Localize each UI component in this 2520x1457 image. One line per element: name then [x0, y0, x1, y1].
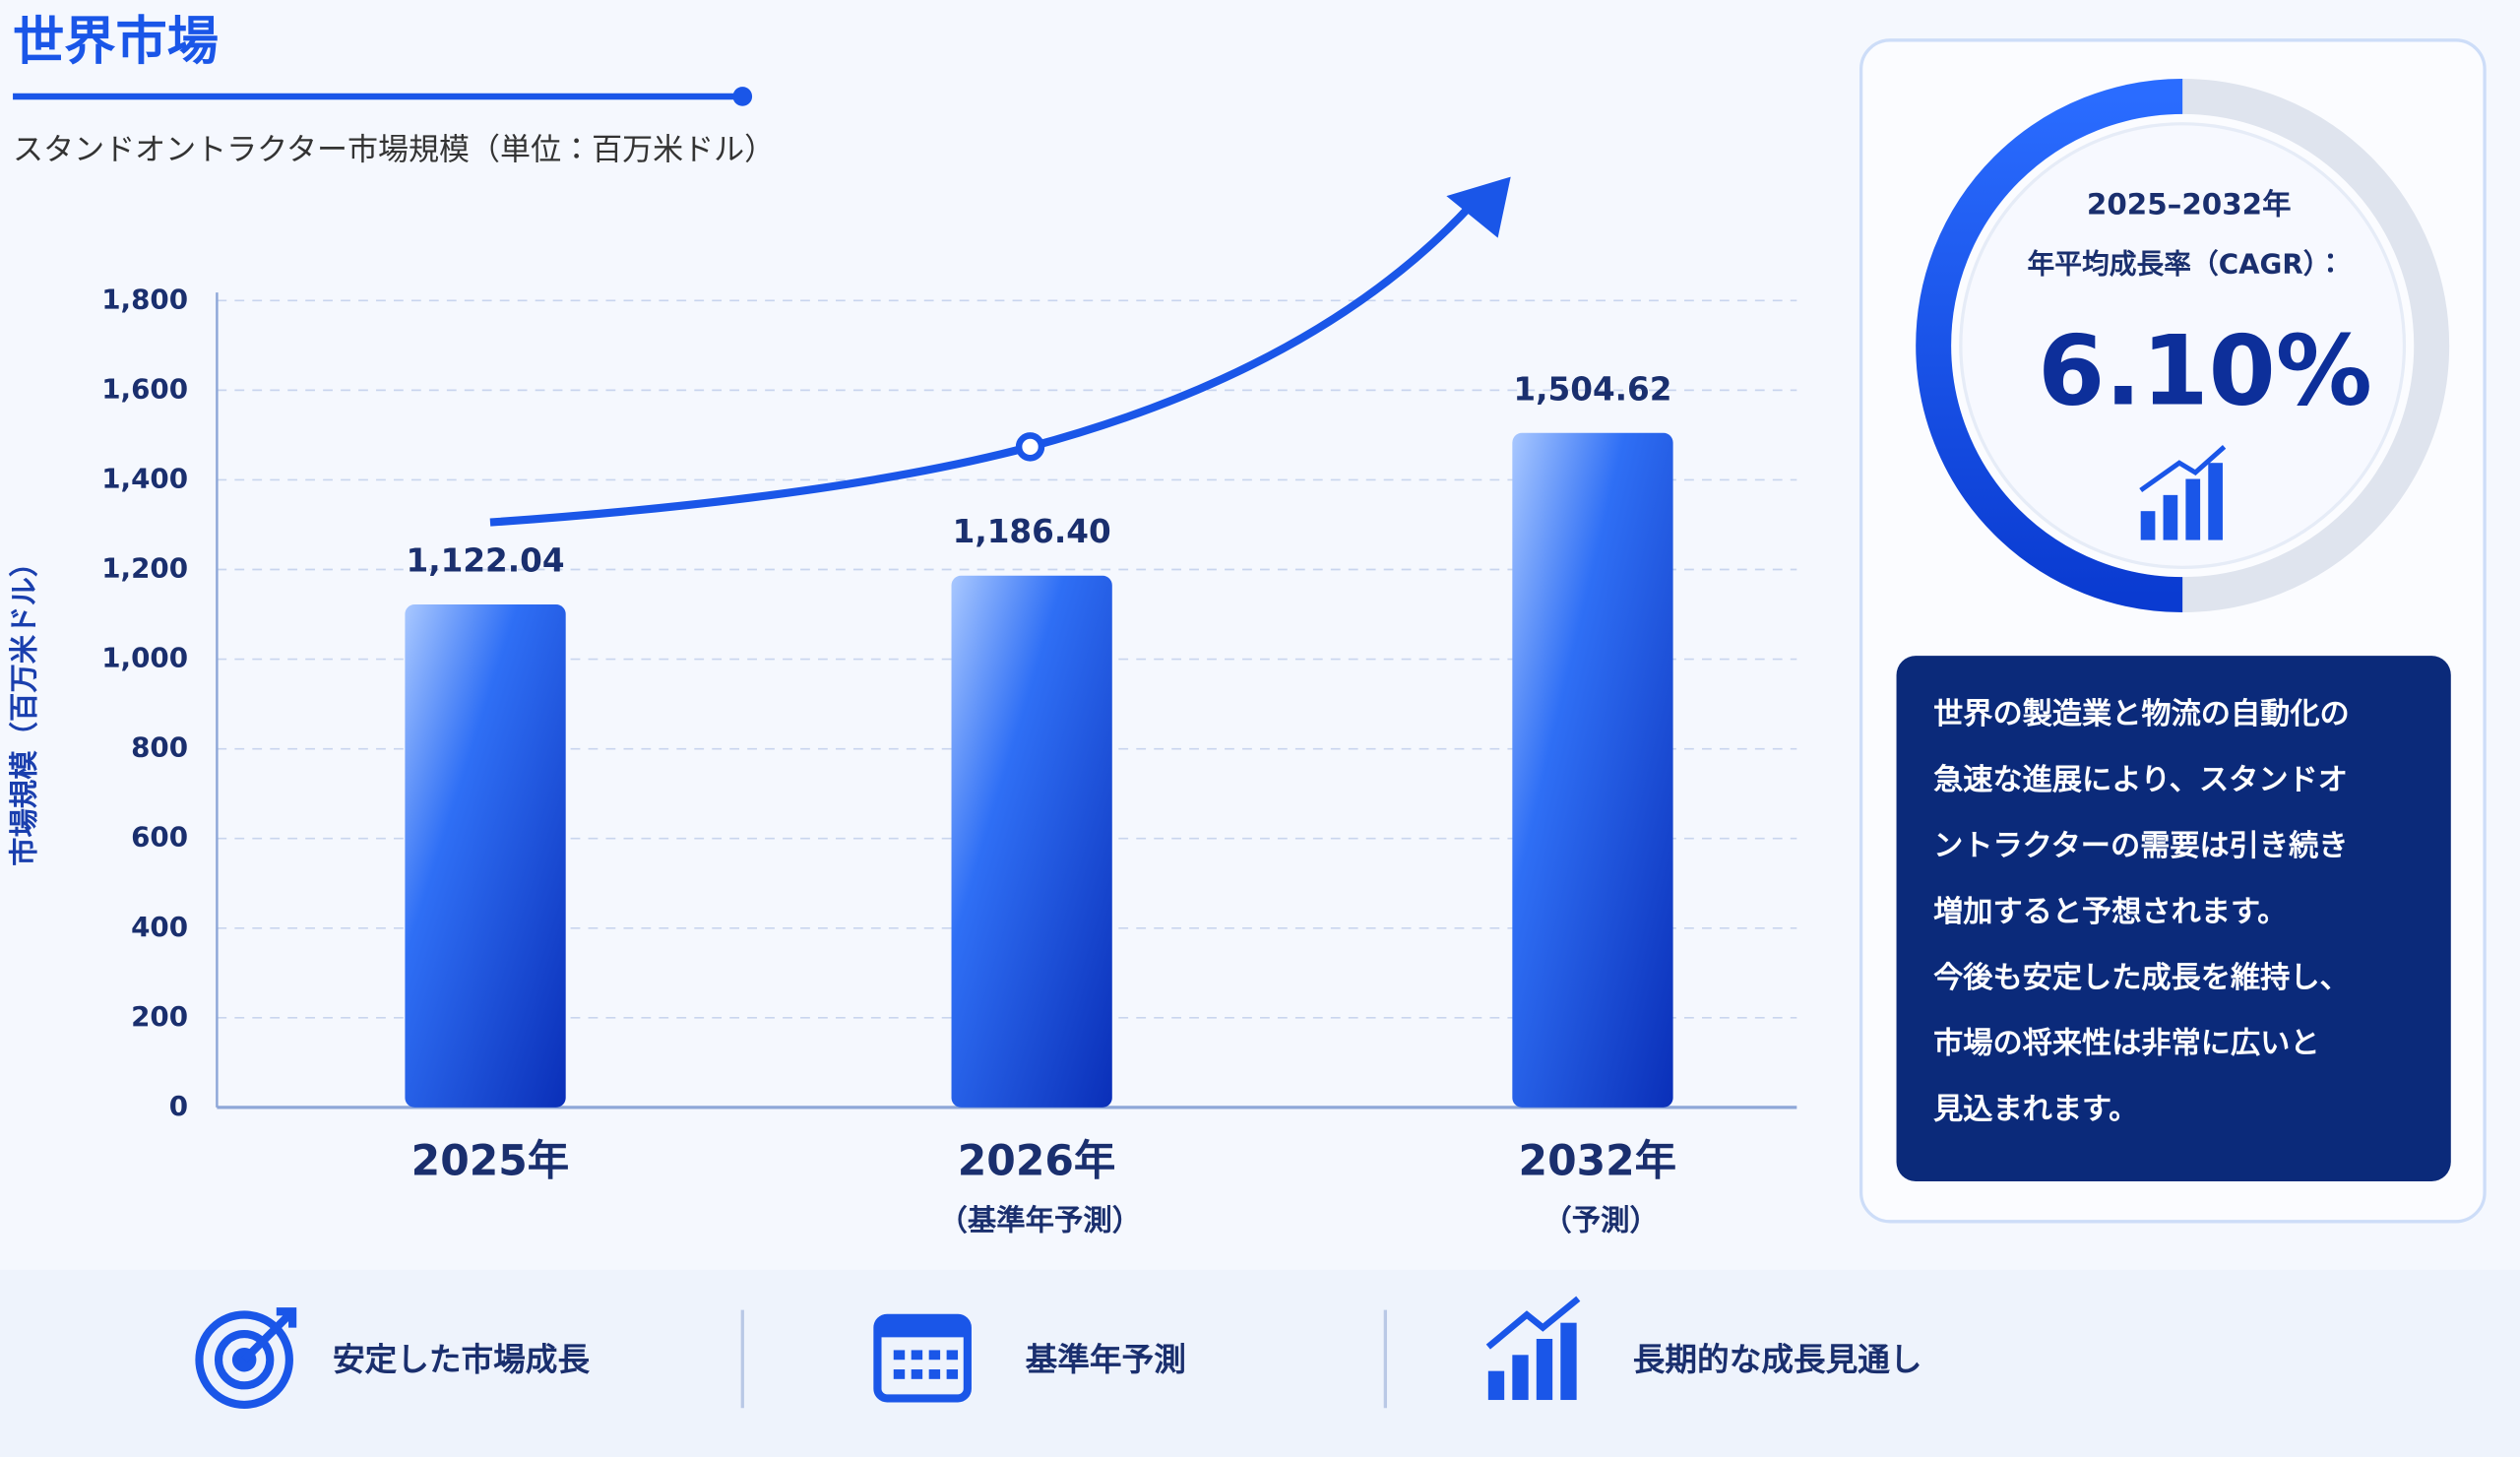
chart-icon [1485, 1296, 1581, 1401]
growth-icon [2139, 445, 2227, 540]
description: 世界の製造業と物流の自動化の 急速な進展により、スタンドオ ントラクターの需要は… [1933, 697, 2350, 1127]
calendar-icon [873, 1313, 972, 1403]
arrow-head [1446, 176, 1511, 238]
y-axis-label: 市場規模（百万米ドル） [8, 548, 41, 866]
y-tick-label: 1,200 [101, 552, 188, 585]
y-tick-label: 0 [169, 1090, 188, 1122]
y-tick-label: 800 [131, 731, 188, 764]
description-line: 増加すると予想されます。 [1933, 895, 2287, 929]
description-line: 今後も安定した成長を維持し、 [1933, 961, 2350, 995]
footer-band [0, 1269, 2520, 1457]
bar [405, 604, 566, 1108]
y-tick-label: 1,000 [101, 642, 188, 674]
ring-inner [1959, 122, 2407, 569]
title: 世界市場 [13, 13, 219, 72]
feature-label: 長期的な成長見通し [1633, 1341, 1922, 1378]
target-icon [195, 1307, 297, 1410]
cagr-label: 年平均成長率（CAGR）： [2027, 247, 2344, 280]
underline-dot [732, 87, 753, 106]
y-tick-label: 1,600 [101, 372, 188, 405]
description-line: ントラクターの需要は引き続き [1933, 829, 2348, 863]
bar [1512, 432, 1673, 1108]
y-tick-label: 600 [131, 821, 188, 854]
x-tick-note: （予測） [1543, 1203, 1659, 1236]
value-label: 1,122.04 [407, 542, 565, 580]
x-tick-label: 2025年 [411, 1138, 570, 1186]
description-line: 見込まれます。 [1933, 1093, 2138, 1127]
cagr-period: 2025–2032年 [2087, 187, 2292, 221]
y-tick-label: 200 [131, 1000, 188, 1033]
description-box [1896, 656, 2451, 1181]
subtitle: スタンドオントラクター市場規模（単位：百万米ドル） [13, 132, 775, 167]
bar-chart: 0 200 400 600 800 1,000 1,200 1,400 1,600 1,800 1,… [101, 283, 1797, 1236]
description-line: 急速な進展により、スタンドオ [1933, 763, 2348, 797]
value-label: 1,186.40 [953, 513, 1111, 550]
cagr-value: 6.10% [2038, 316, 2372, 428]
y-tick-label: 1,400 [101, 462, 188, 494]
feature-label: 安定した市場成長 [333, 1341, 590, 1378]
bar [951, 575, 1112, 1108]
x-tick-label: 2032年 [1519, 1138, 1677, 1186]
x-tick-label: 2026年 [958, 1138, 1116, 1186]
value-label: 1,504.62 [1513, 370, 1671, 408]
feature-label: 基準年予測 [1026, 1341, 1186, 1378]
ring-arc [1916, 79, 2183, 613]
y-tick-label: 400 [131, 911, 188, 943]
description-line: 市場の将来性は非常に広いと [1933, 1027, 2319, 1061]
y-tick-label: 1,800 [101, 283, 188, 315]
x-tick-note: （基準年予測） [939, 1203, 1142, 1236]
description-line: 世界の製造業と物流の自動化の [1933, 697, 2350, 731]
trend-marker [1015, 432, 1045, 462]
